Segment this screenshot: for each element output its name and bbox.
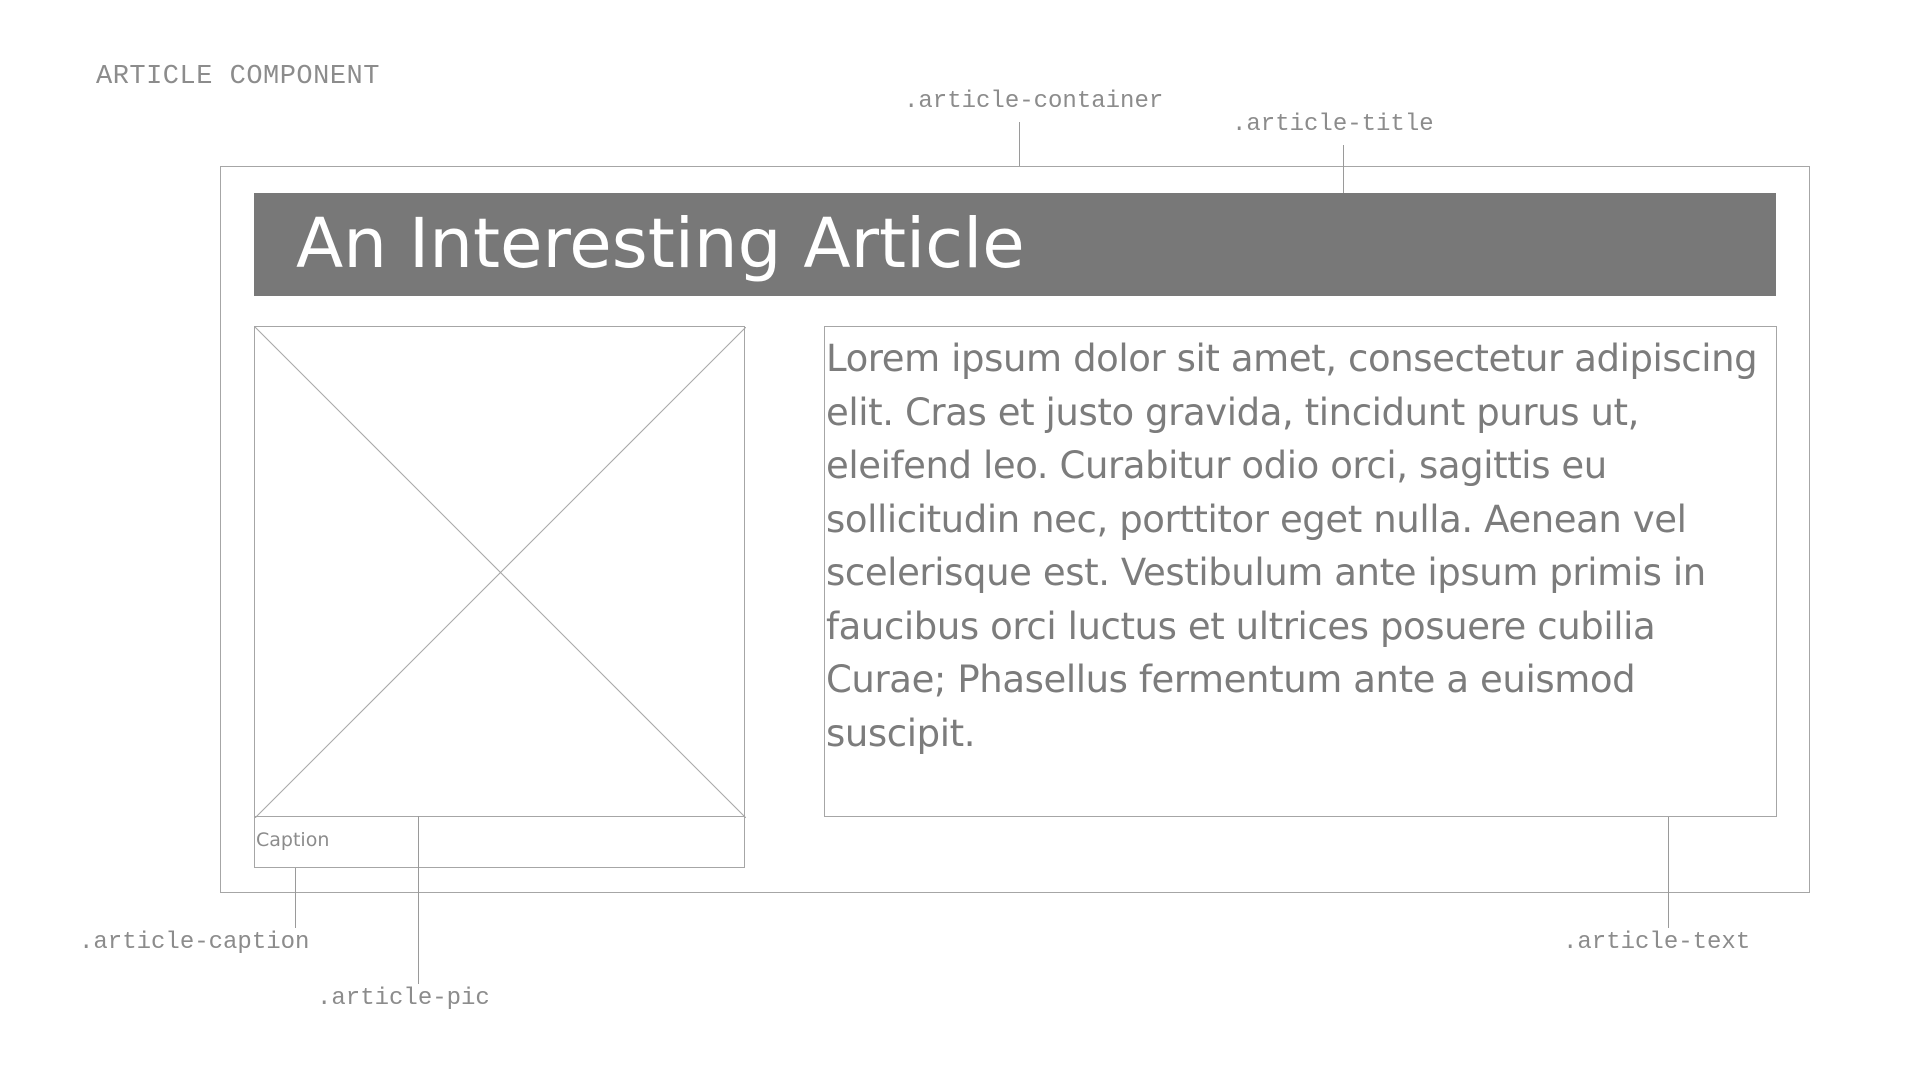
callout-line-title: [1343, 145, 1344, 193]
article-title-bar: An Interesting Article: [254, 193, 1776, 296]
callout-line-caption: [295, 868, 296, 928]
callout-article-pic: .article-pic: [317, 985, 490, 1012]
callout-article-text: .article-text: [1563, 929, 1751, 956]
article-caption-text: Caption: [256, 829, 330, 851]
callout-article-caption: .article-caption: [79, 929, 310, 956]
article-body-text: Lorem ipsum dolor sit amet, consectetur …: [826, 337, 1758, 755]
diagram-heading: ARTICLE COMPONENT: [96, 62, 380, 92]
callout-line-container: [1019, 122, 1020, 166]
article-text-box: Lorem ipsum dolor sit amet, consectetur …: [824, 326, 1777, 817]
callout-line-pic: [418, 816, 419, 984]
article-caption-box: Caption: [254, 816, 745, 868]
callout-article-title: .article-title: [1232, 111, 1434, 138]
article-title-text: An Interesting Article: [296, 204, 1025, 284]
callout-line-text: [1668, 817, 1669, 928]
image-placeholder-icon: [255, 327, 746, 818]
callout-article-container: .article-container: [904, 88, 1164, 115]
article-container-box: [220, 166, 1810, 893]
article-pic-placeholder: [254, 326, 746, 818]
